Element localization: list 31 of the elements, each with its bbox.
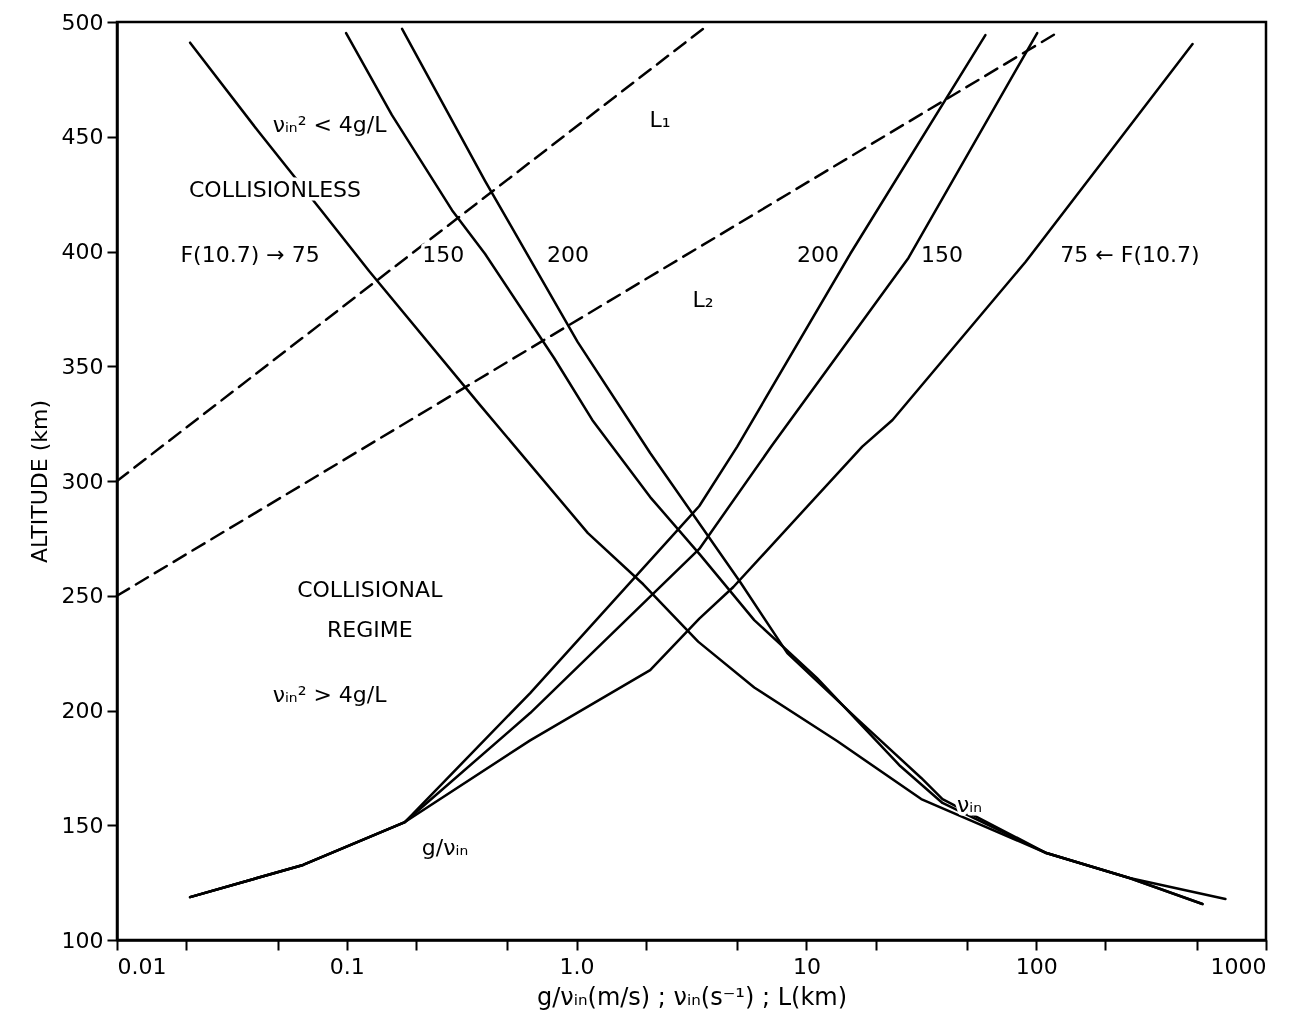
annotation: νᵢₙ² < 4g/L [272,111,388,137]
y-tick-label: 200 [61,698,104,723]
annotation: 200 [546,242,589,268]
y-tick-label: 300 [61,468,104,494]
annotation: COLLISIONAL [297,577,444,603]
y-tick-label: 150 [61,812,104,838]
x-tick-label: 1000 [1210,953,1267,979]
annotation: νᵢₙ [957,792,983,818]
x-tick-label: 100 [1015,953,1058,979]
y-tick-label: 350 [61,353,104,379]
y-tick-label: 250 [61,583,104,609]
annotation: νᵢₙ² > 4g/L [272,681,388,707]
x-axis-title: g/νᵢₙ(m/s) ; νᵢₙ(s⁻¹) ; L(km) [536,982,848,1011]
y-tick-label: 100 [61,927,104,953]
annotation: L₁ [649,107,671,133]
annotation: REGIME [326,616,413,642]
x-tick-label: 0.1 [329,953,365,979]
y-tick-label: 400 [61,239,104,264]
annotation: g/νᵢₙ [421,835,469,861]
y-axis-title: ALTITUDE (km) [26,400,52,563]
annotation: F(10.7) → 75 [180,242,320,268]
y-tick-label: 500 [61,9,104,35]
y-tick-label: 450 [61,124,104,150]
x-tick-label: 0.01 [117,953,167,979]
annotation: 150 [422,242,465,268]
x-tick-label: 1.0 [559,953,595,979]
x-tick-label: 10 [792,953,821,979]
annotation: 150 [920,242,963,268]
annotation: L₂ [692,287,714,313]
annotation: 200 [796,242,839,268]
annotation: 75 ← F(10.7) [1060,242,1200,268]
